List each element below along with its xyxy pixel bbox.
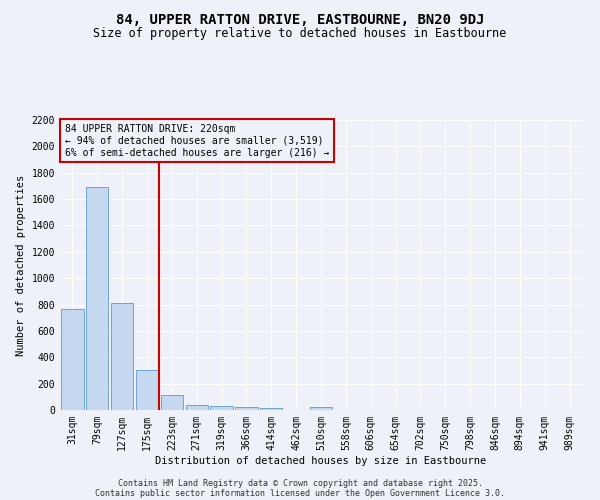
Bar (86, 187, 109, 410)
Bar (161, 395, 183, 410)
X-axis label: Distribution of detached houses by size in Eastbourne: Distribution of detached houses by size … (155, 456, 487, 466)
Text: Contains HM Land Registry data © Crown copyright and database right 2025.: Contains HM Land Registry data © Crown c… (118, 478, 482, 488)
Bar (310, 408, 332, 410)
Bar (111, 303, 133, 410)
Bar (61, 308, 83, 410)
Bar (136, 370, 158, 410)
Bar (235, 408, 257, 410)
Y-axis label: Number of detached properties: Number of detached properties (16, 174, 26, 356)
Bar (211, 406, 233, 410)
Text: 84, UPPER RATTON DRIVE, EASTBOURNE, BN20 9DJ: 84, UPPER RATTON DRIVE, EASTBOURNE, BN20… (116, 12, 484, 26)
Bar (185, 405, 208, 410)
Bar (260, 408, 283, 410)
Text: 84 UPPER RATTON DRIVE: 220sqm
← 94% of detached houses are smaller (3,519)
6% of: 84 UPPER RATTON DRIVE: 220sqm ← 94% of d… (65, 124, 329, 158)
Text: Size of property relative to detached houses in Eastbourne: Size of property relative to detached ho… (94, 28, 506, 40)
Text: Contains public sector information licensed under the Open Government Licence 3.: Contains public sector information licen… (95, 488, 505, 498)
